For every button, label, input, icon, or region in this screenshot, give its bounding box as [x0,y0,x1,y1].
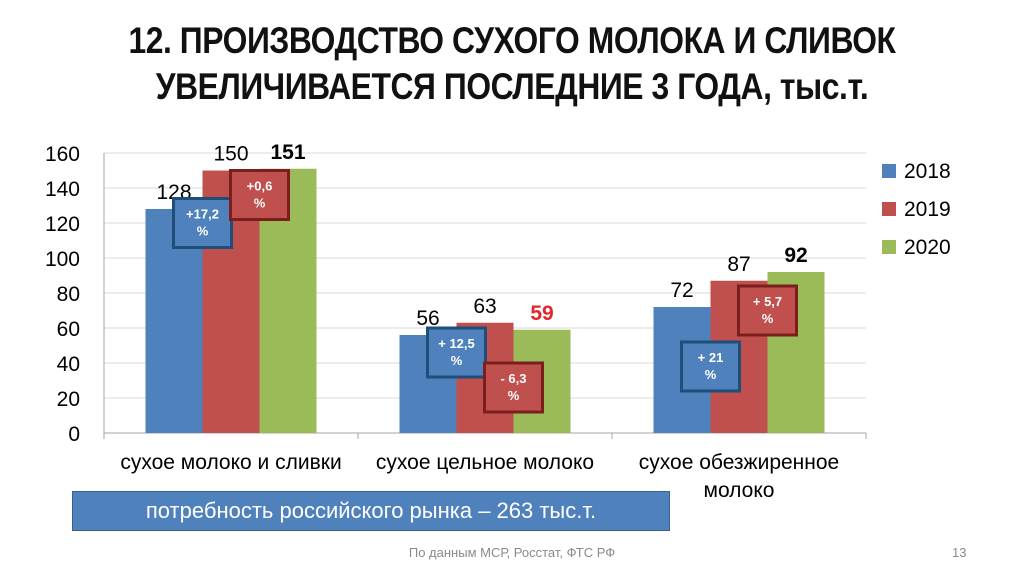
change-annotation-box [229,169,290,221]
change-annotation-box [172,197,233,249]
title-line-2: УВЕЛИЧИВАЕТСЯ ПОСЛЕДНИЕ 3 ГОДА, тыс.т. [155,66,869,107]
page-number: 13 [952,545,967,560]
data-label: 92 [784,244,807,267]
legend-swatch [882,164,896,178]
change-annotation-text: + 21 [698,350,724,365]
y-tick-label: 160 [45,143,80,166]
change-annotation-text: - 6,3 [500,371,526,386]
change-annotation-text: % [254,196,266,211]
category-label: молоко [704,479,775,502]
category-label: сухое молоко и сливки [120,451,341,474]
change-annotation-text: % [705,367,717,382]
change-annotation-text: % [762,311,774,326]
y-tick-label: 0 [68,423,80,446]
data-label: 150 [213,143,248,166]
market-demand-banner: потребность российского рынка – 263 тыс.… [72,491,670,531]
data-label: 151 [270,141,305,164]
change-annotation-text: + 12,5 [438,336,475,351]
title-line-1: 12. ПРОИЗВОДСТВО СУХОГО МОЛОКА И СЛИВОК [128,20,896,61]
data-label: 63 [473,295,496,318]
legend-label: 2018 [904,160,951,183]
change-annotation-text: +0,6 [247,179,273,194]
legend-label: 2020 [904,236,951,259]
data-label: 72 [670,279,693,302]
y-tick-label: 80 [57,283,80,306]
y-tick-label: 60 [57,318,80,341]
change-annotation-text: % [508,388,520,403]
y-tick-label: 40 [57,353,80,376]
change-annotation-text: % [197,224,209,239]
source-note: По данным МСР, Росстат, ФТС РФ [408,545,616,560]
page-title: 12. ПРОИЗВОДСТВО СУХОГО МОЛОКА И СЛИВОК … [72,18,953,110]
y-tick-label: 100 [45,248,80,271]
data-label: 59 [530,302,553,325]
legend-swatch [882,240,896,254]
legend-label: 2019 [904,198,951,221]
legend-swatch [882,202,896,216]
change-annotation-text: % [451,353,463,368]
y-tick-label: 140 [45,178,80,201]
y-tick-label: 120 [45,213,80,236]
category-label: сухое обезжиренное [639,451,839,474]
change-annotation-text: + 5,7 [753,294,782,309]
change-annotation-box [680,340,741,393]
change-annotation-box [737,284,798,337]
data-label: 87 [727,253,750,276]
data-label: 56 [416,307,439,330]
change-annotation-box [426,326,487,379]
category-label: сухое цельное молоко [376,451,594,474]
y-tick-label: 20 [57,388,80,411]
change-annotation-text: +17,2 [186,207,219,222]
change-annotation-box [483,361,544,414]
